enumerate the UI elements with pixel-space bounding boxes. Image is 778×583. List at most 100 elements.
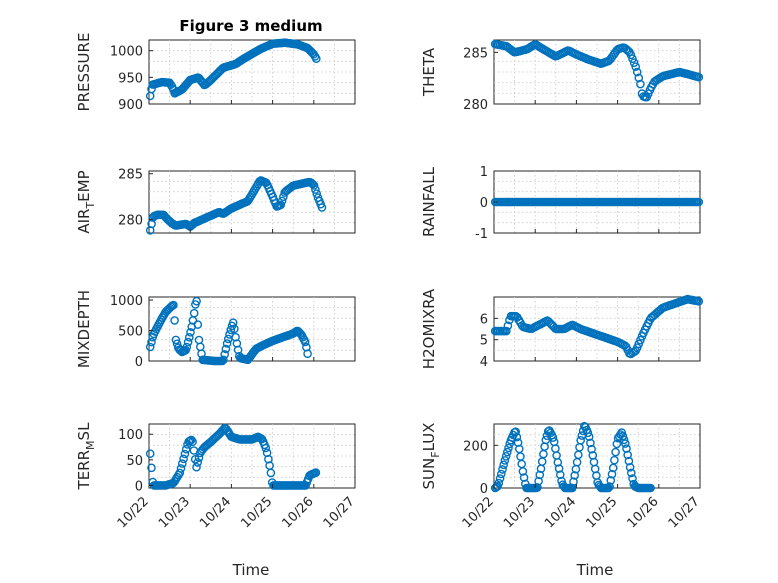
data-point <box>541 435 551 445</box>
y-tick-label: 0 <box>135 355 143 370</box>
x-axis-label-right: Time <box>576 561 614 579</box>
data-point <box>605 482 614 491</box>
data-point <box>611 447 620 457</box>
data-point <box>511 427 521 437</box>
data-point <box>228 318 238 328</box>
panel-sun_flux: 0 200 10/22 10/23 10/24 10/25 10/26 10/27 SUNFLU… <box>420 421 703 531</box>
data-point <box>309 181 319 190</box>
data-point <box>226 325 236 335</box>
data-point <box>500 456 510 465</box>
y-tick-label: 285 <box>118 168 143 183</box>
data-point <box>311 185 320 194</box>
data-point <box>186 435 196 445</box>
y-tick-label: 285 <box>463 46 488 61</box>
data-point <box>512 432 522 442</box>
data-point <box>606 476 616 485</box>
data-point <box>181 444 191 454</box>
data-point <box>176 464 186 473</box>
y-axis-label: AIRTEMP <box>75 170 97 233</box>
panel-pressure: 900 950 1000 PRESSURE <box>75 33 356 113</box>
data-point <box>188 437 197 447</box>
y-tick-label: 900 <box>118 98 143 113</box>
data-point <box>557 476 566 486</box>
data-point <box>622 444 631 453</box>
panel-rainfall: -1 0 1 RAINFALL <box>420 165 704 242</box>
y-axis-label: H2OMIXRA <box>420 288 438 369</box>
panel-theta: 280 285 THETA <box>420 39 704 113</box>
x-tick-label: 10/26 <box>280 494 317 531</box>
data-point <box>184 332 194 342</box>
y-tick-label: 500 <box>118 325 143 340</box>
data-point <box>175 468 185 478</box>
data-point <box>618 431 628 441</box>
data-point <box>636 79 645 89</box>
data-point <box>503 321 513 331</box>
data-point <box>646 483 655 493</box>
y-tick-label: 0 <box>480 196 488 211</box>
x-tick-label: 10/25 <box>238 494 275 531</box>
y-tick-label: 0 <box>135 479 143 494</box>
data-point <box>147 337 156 347</box>
data-point <box>504 443 513 453</box>
y-tick-label: 1000 <box>110 294 143 309</box>
y-axis-label: RAINFALL <box>420 166 438 237</box>
y-tick-label: 0 <box>480 482 488 497</box>
y-tick-label: 1 <box>480 165 488 180</box>
y-tick-label: 950 <box>118 71 143 86</box>
panel-h2omixra: 4 5 6 H2OMIXRA <box>420 288 704 370</box>
data-point <box>533 483 542 492</box>
data-point <box>570 471 580 480</box>
data-point <box>535 470 545 480</box>
x-tick-label: 10/27 <box>666 494 703 531</box>
data-point <box>261 443 271 453</box>
panel-mixdepth: 0 500 1000 MIXDEPTH <box>75 290 356 370</box>
data-point <box>193 320 203 329</box>
data-point <box>183 337 193 347</box>
data-point <box>501 451 511 461</box>
y-tick-label: 50 <box>126 454 143 469</box>
data-point <box>231 332 240 342</box>
data-point <box>612 439 622 449</box>
x-tick-label: 10/27 <box>321 494 358 531</box>
data-point <box>623 450 633 460</box>
data-point <box>632 67 642 77</box>
data-point <box>610 455 619 465</box>
figure-title: Figure 3 medium <box>179 17 322 35</box>
data-point <box>586 438 595 448</box>
data-point <box>548 433 558 442</box>
data-point <box>619 435 629 445</box>
data-point <box>587 444 596 454</box>
y-axis-label: TERRMSL <box>75 422 97 491</box>
panel-air_temp: 280 285 AIRTEMP <box>75 168 356 235</box>
data-point <box>186 327 195 337</box>
data-point <box>584 432 594 442</box>
y-tick-label: 280 <box>118 213 143 228</box>
data-point <box>192 462 201 472</box>
x-tick-label: 10/22 <box>115 494 152 531</box>
y-axis-label: PRESSURE <box>75 33 93 112</box>
y-axis-label: MIXDEPTH <box>75 290 93 368</box>
data-point <box>171 335 181 345</box>
data-point <box>501 326 511 336</box>
data-point <box>569 477 578 487</box>
data-point <box>495 474 505 483</box>
data-point <box>220 350 229 359</box>
x-tick-label: 10/23 <box>156 494 193 531</box>
y-tick-label: 6 <box>480 312 488 327</box>
data-point <box>300 337 310 347</box>
x-tick-label: 10/23 <box>501 494 538 531</box>
data-point <box>627 468 636 478</box>
data-point <box>625 462 635 472</box>
data-point <box>631 62 641 71</box>
data-point <box>230 324 239 334</box>
data-point <box>576 435 586 445</box>
data-point <box>145 342 155 352</box>
data-point <box>519 473 529 482</box>
data-point <box>303 349 312 359</box>
data-point <box>607 469 617 479</box>
data-point <box>534 476 543 486</box>
data-point <box>179 454 188 464</box>
y-tick-label: 5 <box>480 334 488 349</box>
data-point <box>628 474 637 483</box>
data-point <box>147 463 156 473</box>
